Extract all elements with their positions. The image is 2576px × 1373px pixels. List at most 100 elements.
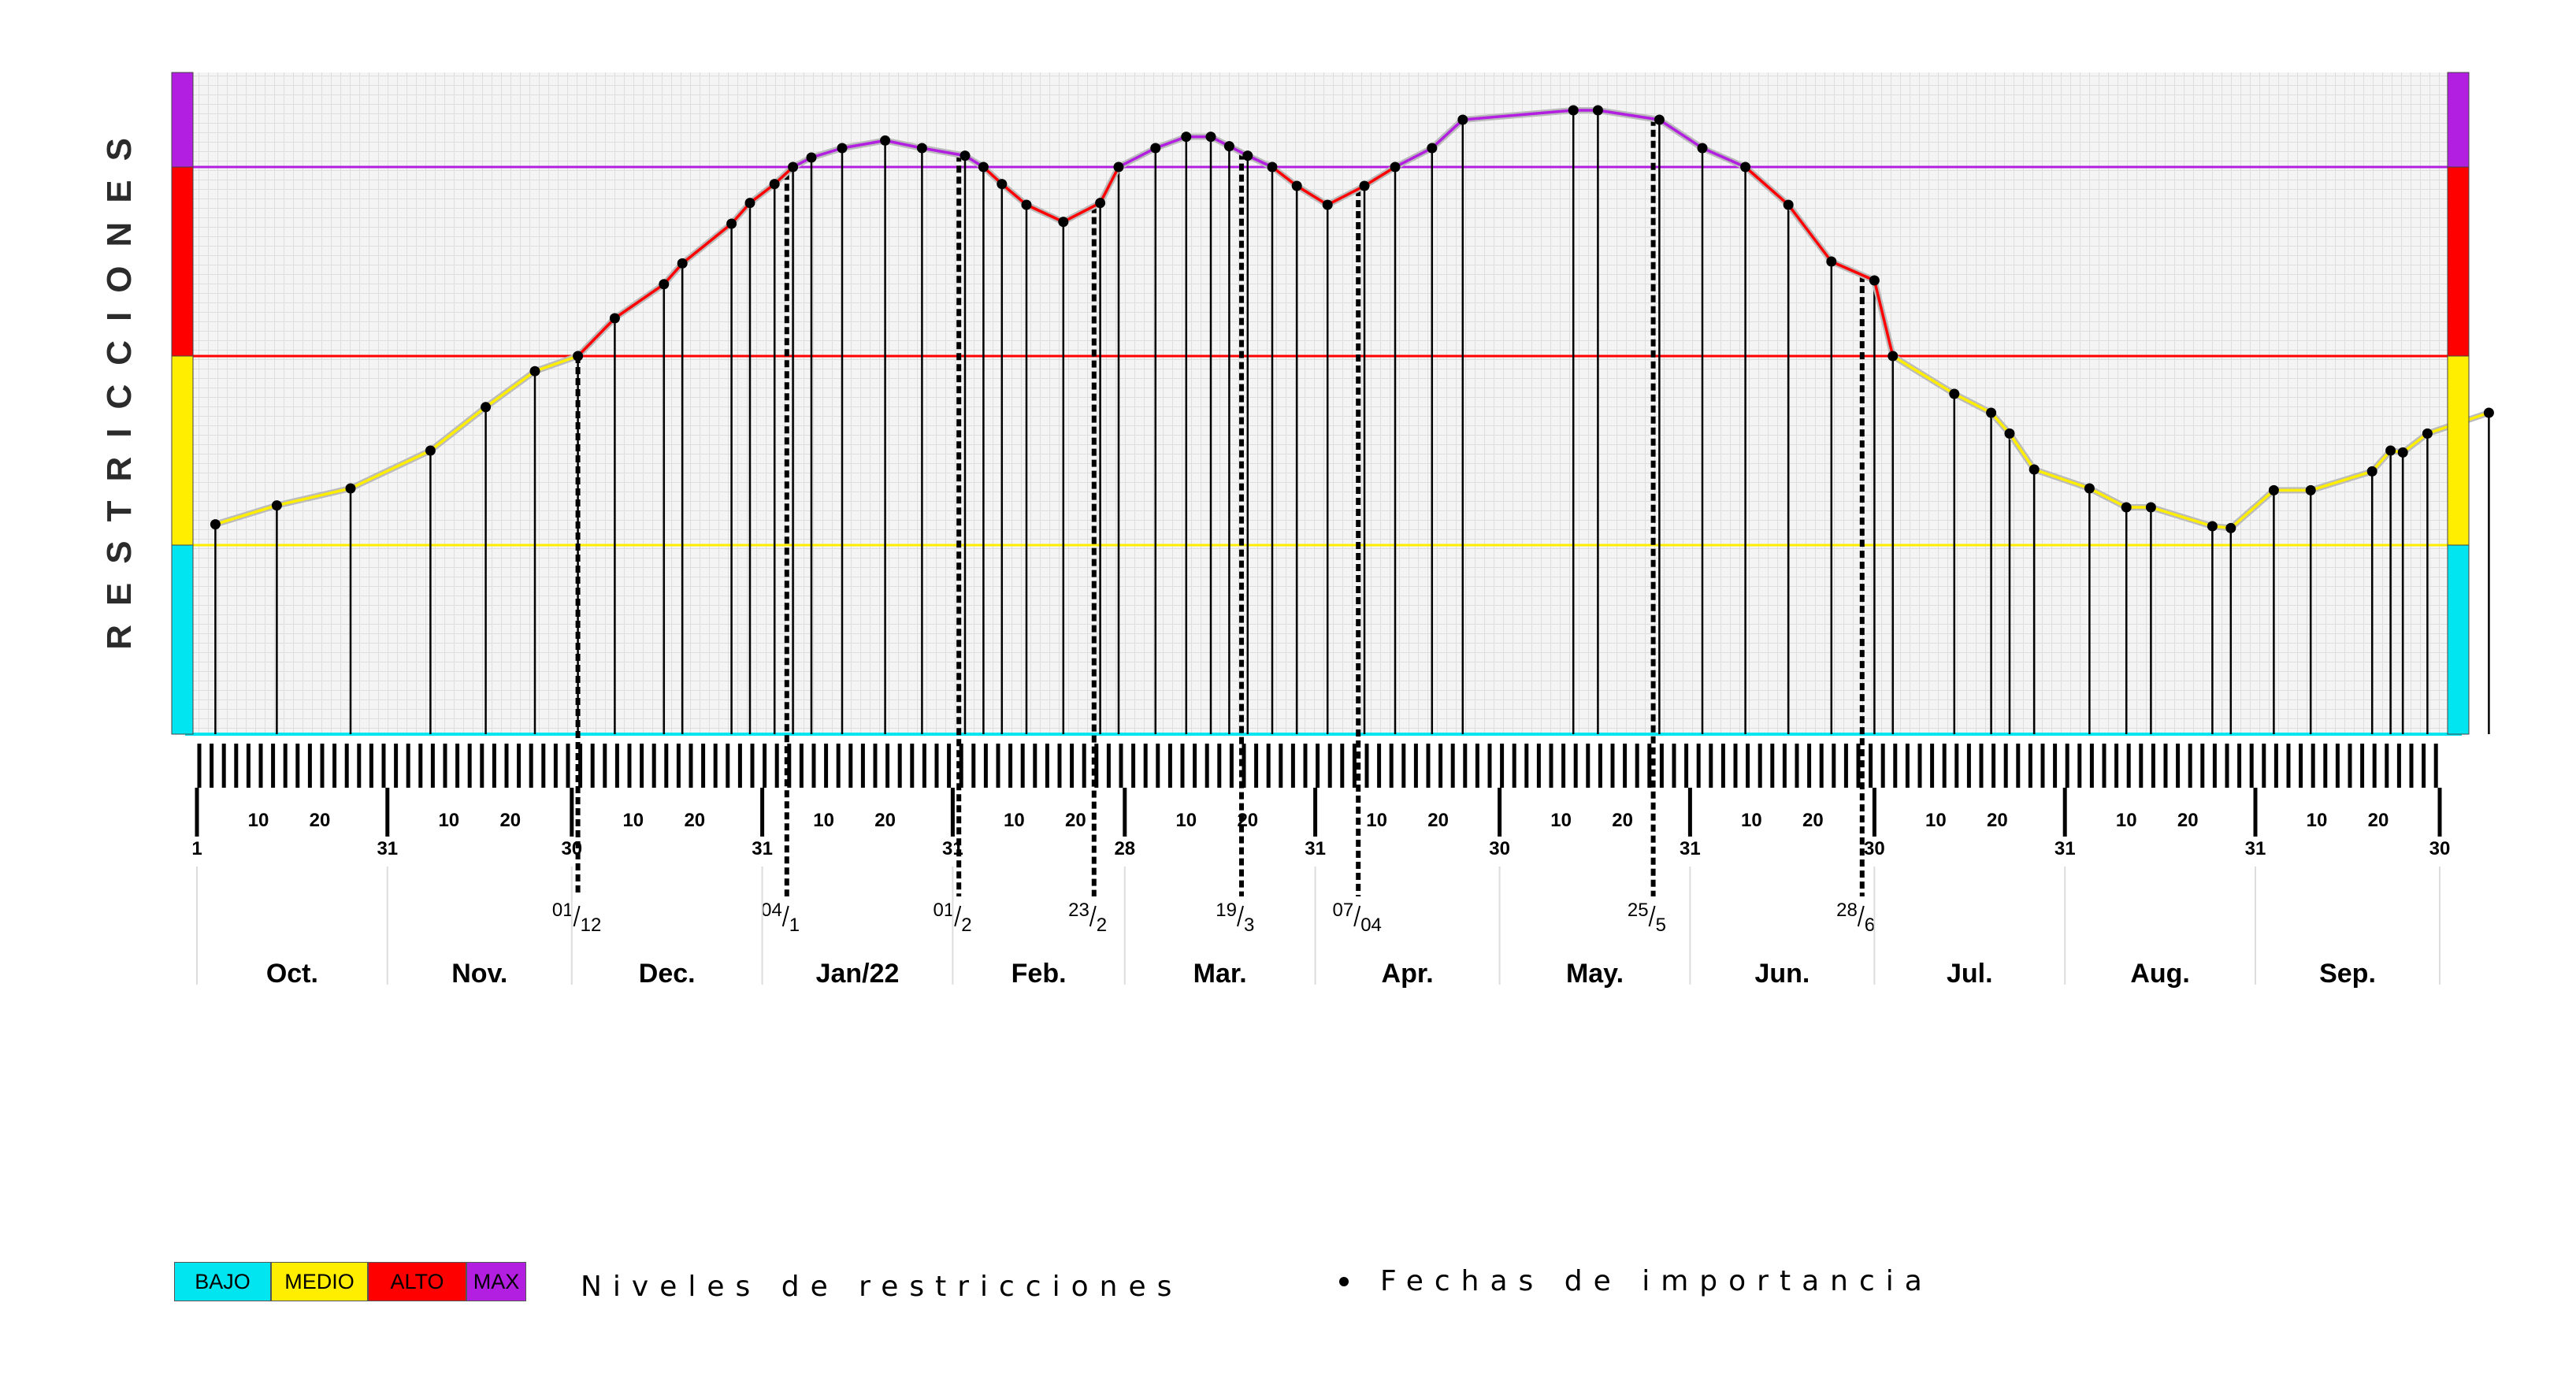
data-point (1592, 105, 1603, 116)
data-point (788, 161, 799, 173)
day-tick-label: 10 (1366, 810, 1387, 831)
line-segment (2229, 488, 2276, 530)
data-point (1986, 407, 1997, 418)
data-point (1021, 199, 1032, 210)
line-segment (1701, 147, 1747, 169)
data-point (2145, 502, 2156, 513)
day-tick-label: 10 (1741, 810, 1762, 831)
line-segment (1062, 201, 1102, 224)
day-tick-label: 10 (1925, 810, 1947, 831)
month-label: Mar. (1193, 959, 1247, 989)
legend-item-alto: ALTO (368, 1262, 466, 1301)
data-point (1427, 143, 1438, 154)
line-segment (1098, 165, 1120, 205)
day-tick-label: 20 (2177, 810, 2199, 831)
key-date-sublabel: 04 (1360, 915, 1382, 936)
data-point (2385, 445, 2396, 456)
key-date-sublabel: 6 (1865, 915, 1875, 936)
data-point (1359, 180, 1370, 191)
month-end-label: 28 (1114, 838, 1135, 859)
month-label: Feb. (1011, 959, 1067, 989)
data-point (1223, 141, 1234, 152)
line-segment (349, 449, 432, 490)
plot-grid (185, 72, 2462, 734)
line-segment (2309, 469, 2374, 492)
month-label: Jul. (1947, 959, 1993, 989)
key-date-sublabel: 2 (1097, 915, 1107, 936)
month-end-label: 31 (377, 838, 398, 859)
line-segment (429, 406, 488, 452)
line-segment (748, 182, 776, 205)
month-end-label: 31 (1680, 838, 1701, 859)
key-date-sublabel: 5 (1656, 915, 1666, 936)
data-point (2029, 464, 2040, 475)
data-point (1783, 199, 1794, 210)
data-point (1949, 388, 1960, 399)
data-point (1291, 180, 1302, 191)
day-tick-label: 20 (1427, 810, 1449, 831)
left-level-bar-bajo (171, 544, 194, 735)
key-date-sublabel: 2 (961, 915, 971, 936)
data-point (1826, 256, 1837, 267)
y-axis-title: RESTRICCIONES (100, 119, 139, 650)
level-threshold-lines (185, 165, 2462, 736)
line-segment (613, 283, 666, 320)
data-point (1390, 161, 1401, 173)
month-end-label: 30 (561, 838, 582, 859)
month-label: Nov. (451, 959, 507, 989)
line-segment (1025, 203, 1065, 224)
key-date-slash (781, 905, 789, 927)
data-point (2225, 522, 2236, 533)
key-date-label: 28 (1836, 900, 1858, 921)
day-tick-label: 20 (2368, 810, 2389, 831)
data-point (1242, 150, 1253, 161)
key-date-label: 19 (1216, 900, 1237, 921)
day-tick-label: 10 (813, 810, 834, 831)
line-segment (1394, 147, 1434, 169)
data-point (1697, 143, 1708, 154)
right-level-bar-bajo (2447, 544, 2470, 735)
data-point (1181, 132, 1192, 143)
day-tick-label: 10 (438, 810, 459, 831)
data-point (1113, 161, 1124, 173)
month-label: Jan/22 (816, 959, 900, 989)
line-segment (1326, 184, 1366, 206)
line-segment (1000, 182, 1028, 206)
axis-start-label: 1 (191, 838, 202, 859)
data-point (2084, 483, 2095, 494)
data-point (425, 445, 436, 456)
line-segment (1295, 184, 1329, 206)
line-segment (1271, 165, 1298, 187)
legend-item-medio: MEDIO (271, 1262, 368, 1301)
line-segment (920, 147, 967, 158)
month-label: Apr. (1382, 959, 1434, 989)
legend-item-max: MAX (466, 1262, 526, 1301)
data-point (769, 179, 780, 190)
month-label: May. (1566, 959, 1624, 989)
month-end-label: 30 (1864, 838, 1885, 859)
data-point (916, 143, 927, 154)
key-date-label: 04 (761, 900, 782, 921)
left-level-bar-alto (171, 166, 194, 357)
line-segment (810, 147, 844, 159)
data-point (1095, 198, 1106, 209)
right-level-bar-alto (2447, 166, 2470, 357)
line-segment (2088, 487, 2128, 509)
line-segment (213, 503, 279, 526)
line-segment (1596, 109, 1661, 121)
month-end-label: 31 (2054, 838, 2076, 859)
key-date-sublabel: 12 (581, 915, 602, 936)
line-segment (1461, 109, 1575, 121)
day-tick-label: 20 (1065, 810, 1086, 831)
plot-grid-background (185, 72, 2462, 734)
key-date-slash (1353, 905, 1361, 927)
data-point (1205, 132, 1216, 143)
data-point (609, 313, 620, 324)
line-segment (1657, 118, 1704, 150)
line-segment (2032, 468, 2092, 490)
right-level-bar-medio (2447, 355, 2470, 546)
line-segment (533, 354, 580, 373)
data-point (659, 279, 670, 290)
key-date-slash (1648, 905, 1656, 927)
